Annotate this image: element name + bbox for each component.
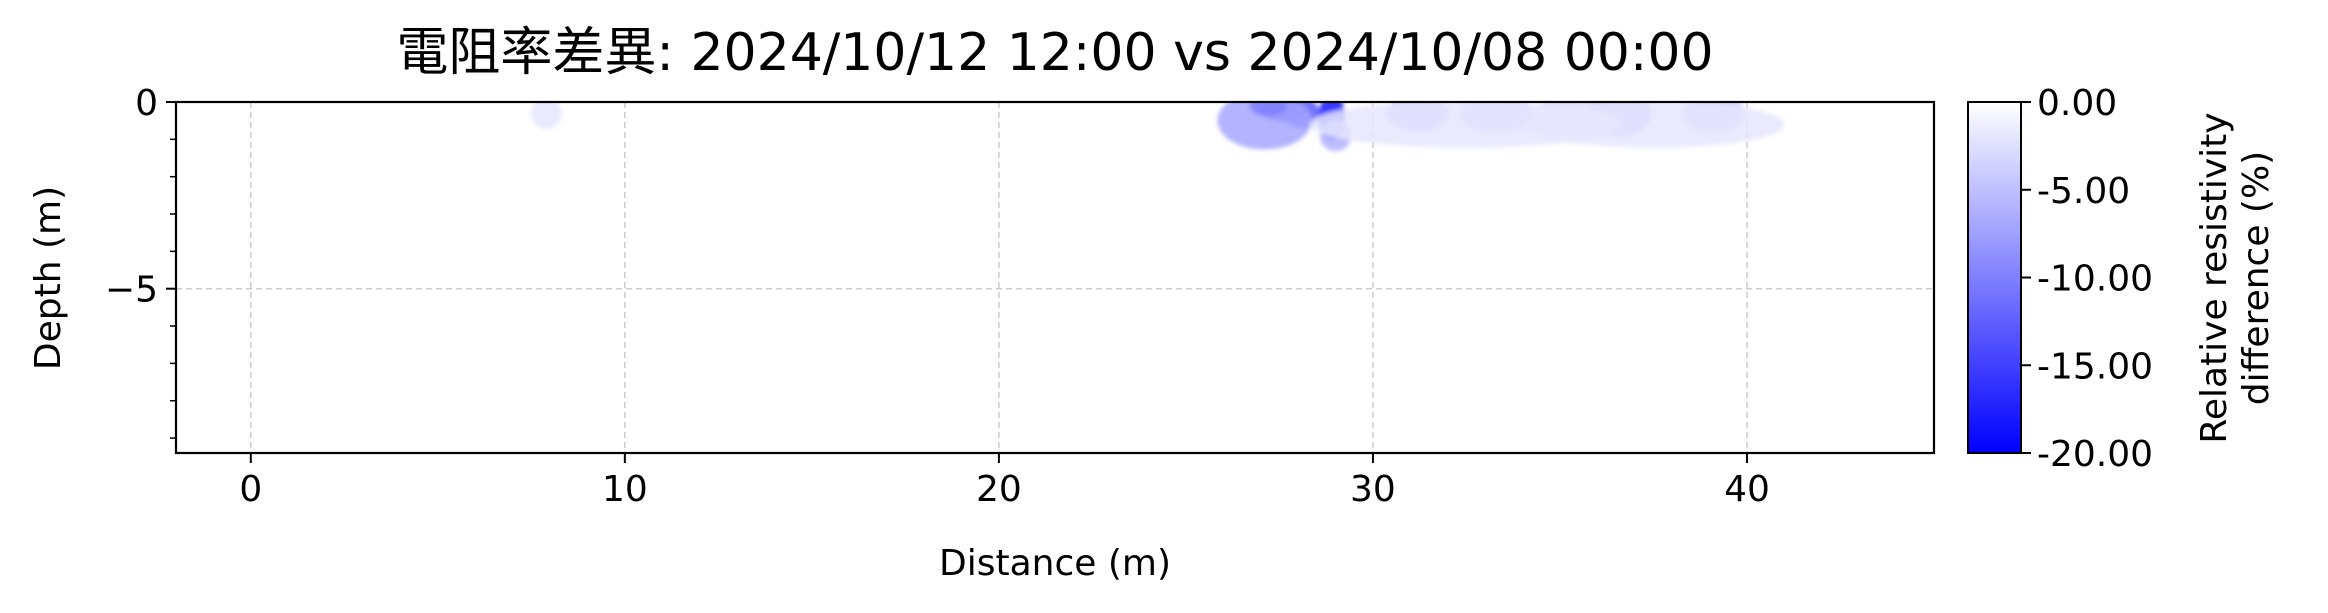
resistivity-anomaly — [1522, 102, 1785, 148]
resistivity-anomaly — [1249, 102, 1287, 117]
colorbar-tick-label: -10.00 — [2037, 259, 2153, 300]
colorbar-tick-label: -20.00 — [2037, 434, 2153, 475]
x-tick-label: 10 — [602, 469, 648, 510]
colorbar-ticks: 0.00 -5.00 -10.00 -15.00 -20.00 — [2021, 83, 2153, 475]
colorbar-tick-label: -15.00 — [2037, 346, 2153, 387]
plot-frame — [174, 100, 1936, 455]
colorbar-tick-label: 0.00 — [2037, 83, 2117, 124]
colorbar-tick-label: -5.00 — [2037, 171, 2130, 212]
x-axis-label: Distance (m) — [939, 543, 1171, 584]
y-axis-ticks: 0 −5 — [105, 83, 176, 439]
x-axis-ticks: 0 10 20 30 40 — [239, 453, 1770, 510]
chart-title: 電阻率差異: 2024/10/12 12:00 vs 2024/10/08 00… — [396, 23, 1713, 83]
colorbar-label: Relative resistivity difference (%) — [2194, 112, 2277, 443]
heatmap-layer — [530, 102, 1785, 152]
colorbar — [1967, 101, 2022, 454]
plot-area — [176, 102, 1934, 453]
x-tick-label: 20 — [976, 469, 1022, 510]
x-tick-label: 0 — [239, 469, 262, 510]
x-tick-label: 40 — [1724, 469, 1770, 510]
resistivity-anomaly — [530, 102, 563, 129]
y-tick-label: 0 — [135, 83, 158, 124]
y-axis-label: Depth (m) — [28, 186, 69, 370]
colorbar-label-line-2: difference (%) — [2236, 151, 2277, 405]
x-tick-label: 30 — [1350, 469, 1396, 510]
resistivity-anomaly — [1217, 102, 1312, 150]
colorbar-label-line-1: Relative resistivity — [2194, 112, 2235, 443]
y-tick-label: −5 — [105, 270, 158, 311]
